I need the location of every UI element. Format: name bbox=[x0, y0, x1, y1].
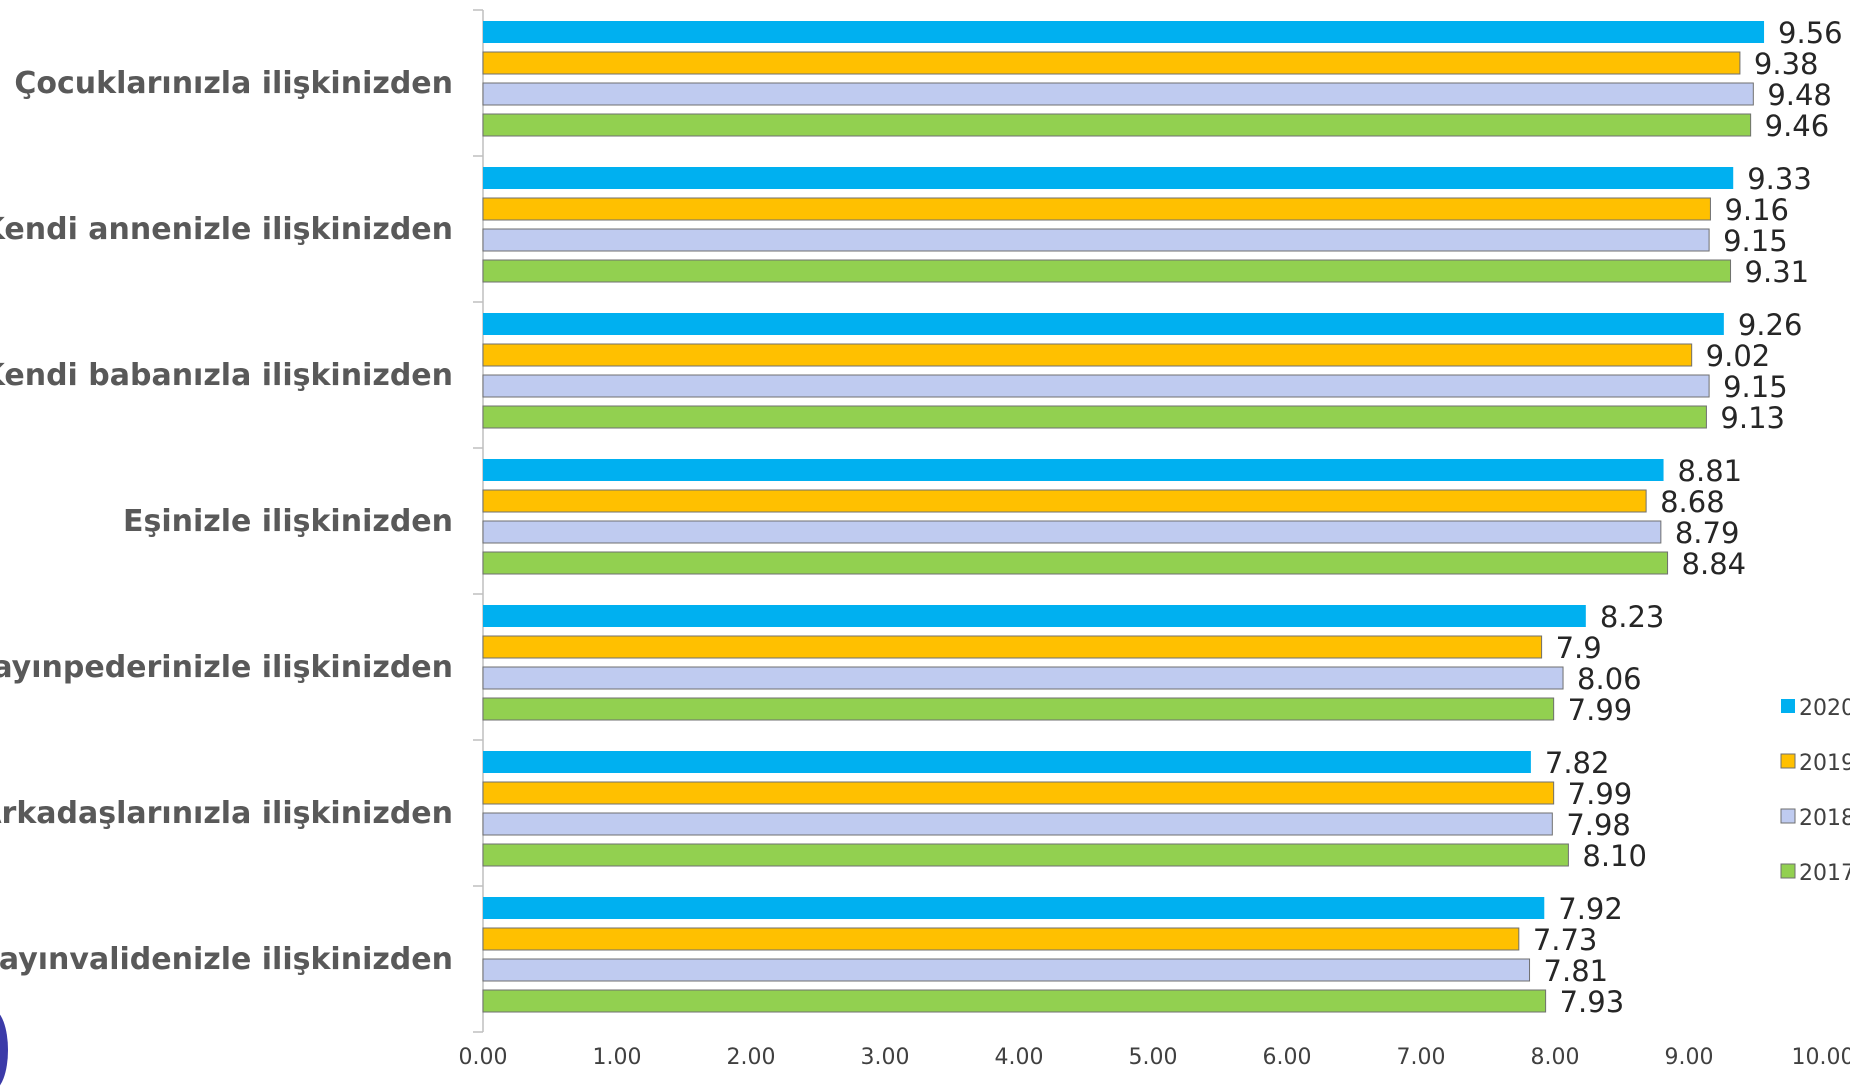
bar-2018 bbox=[482, 958, 1531, 982]
data-label: 8.79 bbox=[1675, 516, 1740, 550]
data-label: 8.81 bbox=[1678, 454, 1743, 488]
x-tick-label: 0.00 bbox=[459, 1045, 508, 1070]
logo bbox=[0, 1010, 8, 1090]
data-label: 7.92 bbox=[1558, 892, 1623, 926]
data-label: 8.10 bbox=[1582, 839, 1647, 873]
legend-swatch-2017 bbox=[1780, 863, 1796, 879]
data-label: 7.99 bbox=[1568, 777, 1633, 811]
data-label: 9.48 bbox=[1767, 78, 1832, 112]
bar-2018 bbox=[482, 520, 1662, 544]
data-label: 7.82 bbox=[1545, 746, 1610, 780]
data-label: 7.93 bbox=[1560, 985, 1625, 1019]
bar-2019 bbox=[482, 927, 1520, 951]
bar-2017 bbox=[482, 259, 1732, 283]
category-label: Kendi annenizle ilişkinizden bbox=[0, 212, 453, 247]
bar-2017 bbox=[482, 843, 1569, 867]
legend-swatch-2018 bbox=[1780, 808, 1796, 824]
bar-2020 bbox=[483, 897, 1545, 919]
bar-2017 bbox=[482, 697, 1555, 721]
bar-2019 bbox=[482, 781, 1555, 805]
bar-2020 bbox=[483, 313, 1724, 335]
bar-2017 bbox=[482, 113, 1752, 137]
x-tick-label: 1.00 bbox=[593, 1045, 642, 1070]
category-label: Kendi babanızla ilişkinizden bbox=[0, 358, 453, 393]
bar-2018 bbox=[482, 82, 1754, 106]
x-tick-label: 10.00 bbox=[1792, 1045, 1850, 1070]
category-label: Eşinizle ilişkinizden bbox=[123, 504, 453, 539]
legend-swatch-2019 bbox=[1780, 753, 1796, 769]
data-label: 9.02 bbox=[1706, 339, 1771, 373]
x-tick-label: 6.00 bbox=[1263, 1045, 1312, 1070]
legend-label-2017: 2017 bbox=[1799, 861, 1850, 886]
bar-2017 bbox=[482, 989, 1547, 1013]
data-label: 9.15 bbox=[1723, 370, 1788, 404]
data-label: 7.9 bbox=[1556, 631, 1602, 665]
data-label: 9.56 bbox=[1778, 16, 1843, 50]
bar-2018 bbox=[482, 666, 1564, 690]
data-label: 9.33 bbox=[1747, 162, 1812, 196]
data-label: 9.13 bbox=[1720, 401, 1785, 435]
data-label: 8.68 bbox=[1660, 485, 1725, 519]
data-label: 7.98 bbox=[1566, 808, 1631, 842]
x-tick-label: 3.00 bbox=[861, 1045, 910, 1070]
x-tick-label: 7.00 bbox=[1397, 1045, 1446, 1070]
x-tick-label: 5.00 bbox=[1129, 1045, 1178, 1070]
legend-swatch-2020 bbox=[1781, 699, 1795, 713]
bar-2020 bbox=[483, 167, 1734, 189]
x-tick-label: 4.00 bbox=[995, 1045, 1044, 1070]
legend-label-2019: 2019 bbox=[1799, 751, 1850, 776]
bar-2020 bbox=[483, 21, 1765, 43]
data-label: 9.31 bbox=[1745, 255, 1810, 289]
category-label: Çocuklarınızla ilişkinizden bbox=[14, 66, 453, 101]
bar-2018 bbox=[482, 812, 1553, 836]
x-tick-label: 8.00 bbox=[1531, 1045, 1580, 1070]
data-label: 9.38 bbox=[1754, 47, 1819, 81]
category-label: Kayınpederinizle ilişkinizden bbox=[0, 650, 453, 685]
bar-2019 bbox=[482, 489, 1647, 513]
bar-2020 bbox=[483, 605, 1586, 627]
bar-2017 bbox=[482, 551, 1669, 575]
data-label: 9.15 bbox=[1723, 224, 1788, 258]
bar-2020 bbox=[483, 751, 1531, 773]
bar-2020 bbox=[483, 459, 1664, 481]
bar-2018 bbox=[482, 374, 1710, 398]
bar-2017 bbox=[482, 405, 1707, 429]
data-label: 8.23 bbox=[1600, 600, 1665, 634]
bar-2019 bbox=[482, 197, 1711, 221]
category-label: Arkadaşlarınızla ilişkinizden bbox=[0, 796, 453, 831]
data-label: 9.46 bbox=[1765, 109, 1830, 143]
data-label: 9.16 bbox=[1724, 193, 1789, 227]
data-label: 7.73 bbox=[1533, 923, 1598, 957]
data-label: 7.99 bbox=[1568, 693, 1633, 727]
legend-label-2020: 2020 bbox=[1799, 696, 1850, 721]
bar-2019 bbox=[482, 51, 1741, 75]
data-label: 9.26 bbox=[1738, 308, 1803, 342]
category-label: Kayınvalidenizle ilişkinizden bbox=[0, 942, 453, 977]
data-label: 7.81 bbox=[1544, 954, 1609, 988]
data-label: 8.06 bbox=[1577, 662, 1642, 696]
bar-2019 bbox=[482, 635, 1543, 659]
bar-2018 bbox=[482, 228, 1710, 252]
x-tick-label: 2.00 bbox=[727, 1045, 776, 1070]
data-label: 8.84 bbox=[1682, 547, 1747, 581]
bar-2019 bbox=[482, 343, 1693, 367]
legend-label-2018: 2018 bbox=[1799, 806, 1850, 831]
x-tick-label: 9.00 bbox=[1665, 1045, 1714, 1070]
